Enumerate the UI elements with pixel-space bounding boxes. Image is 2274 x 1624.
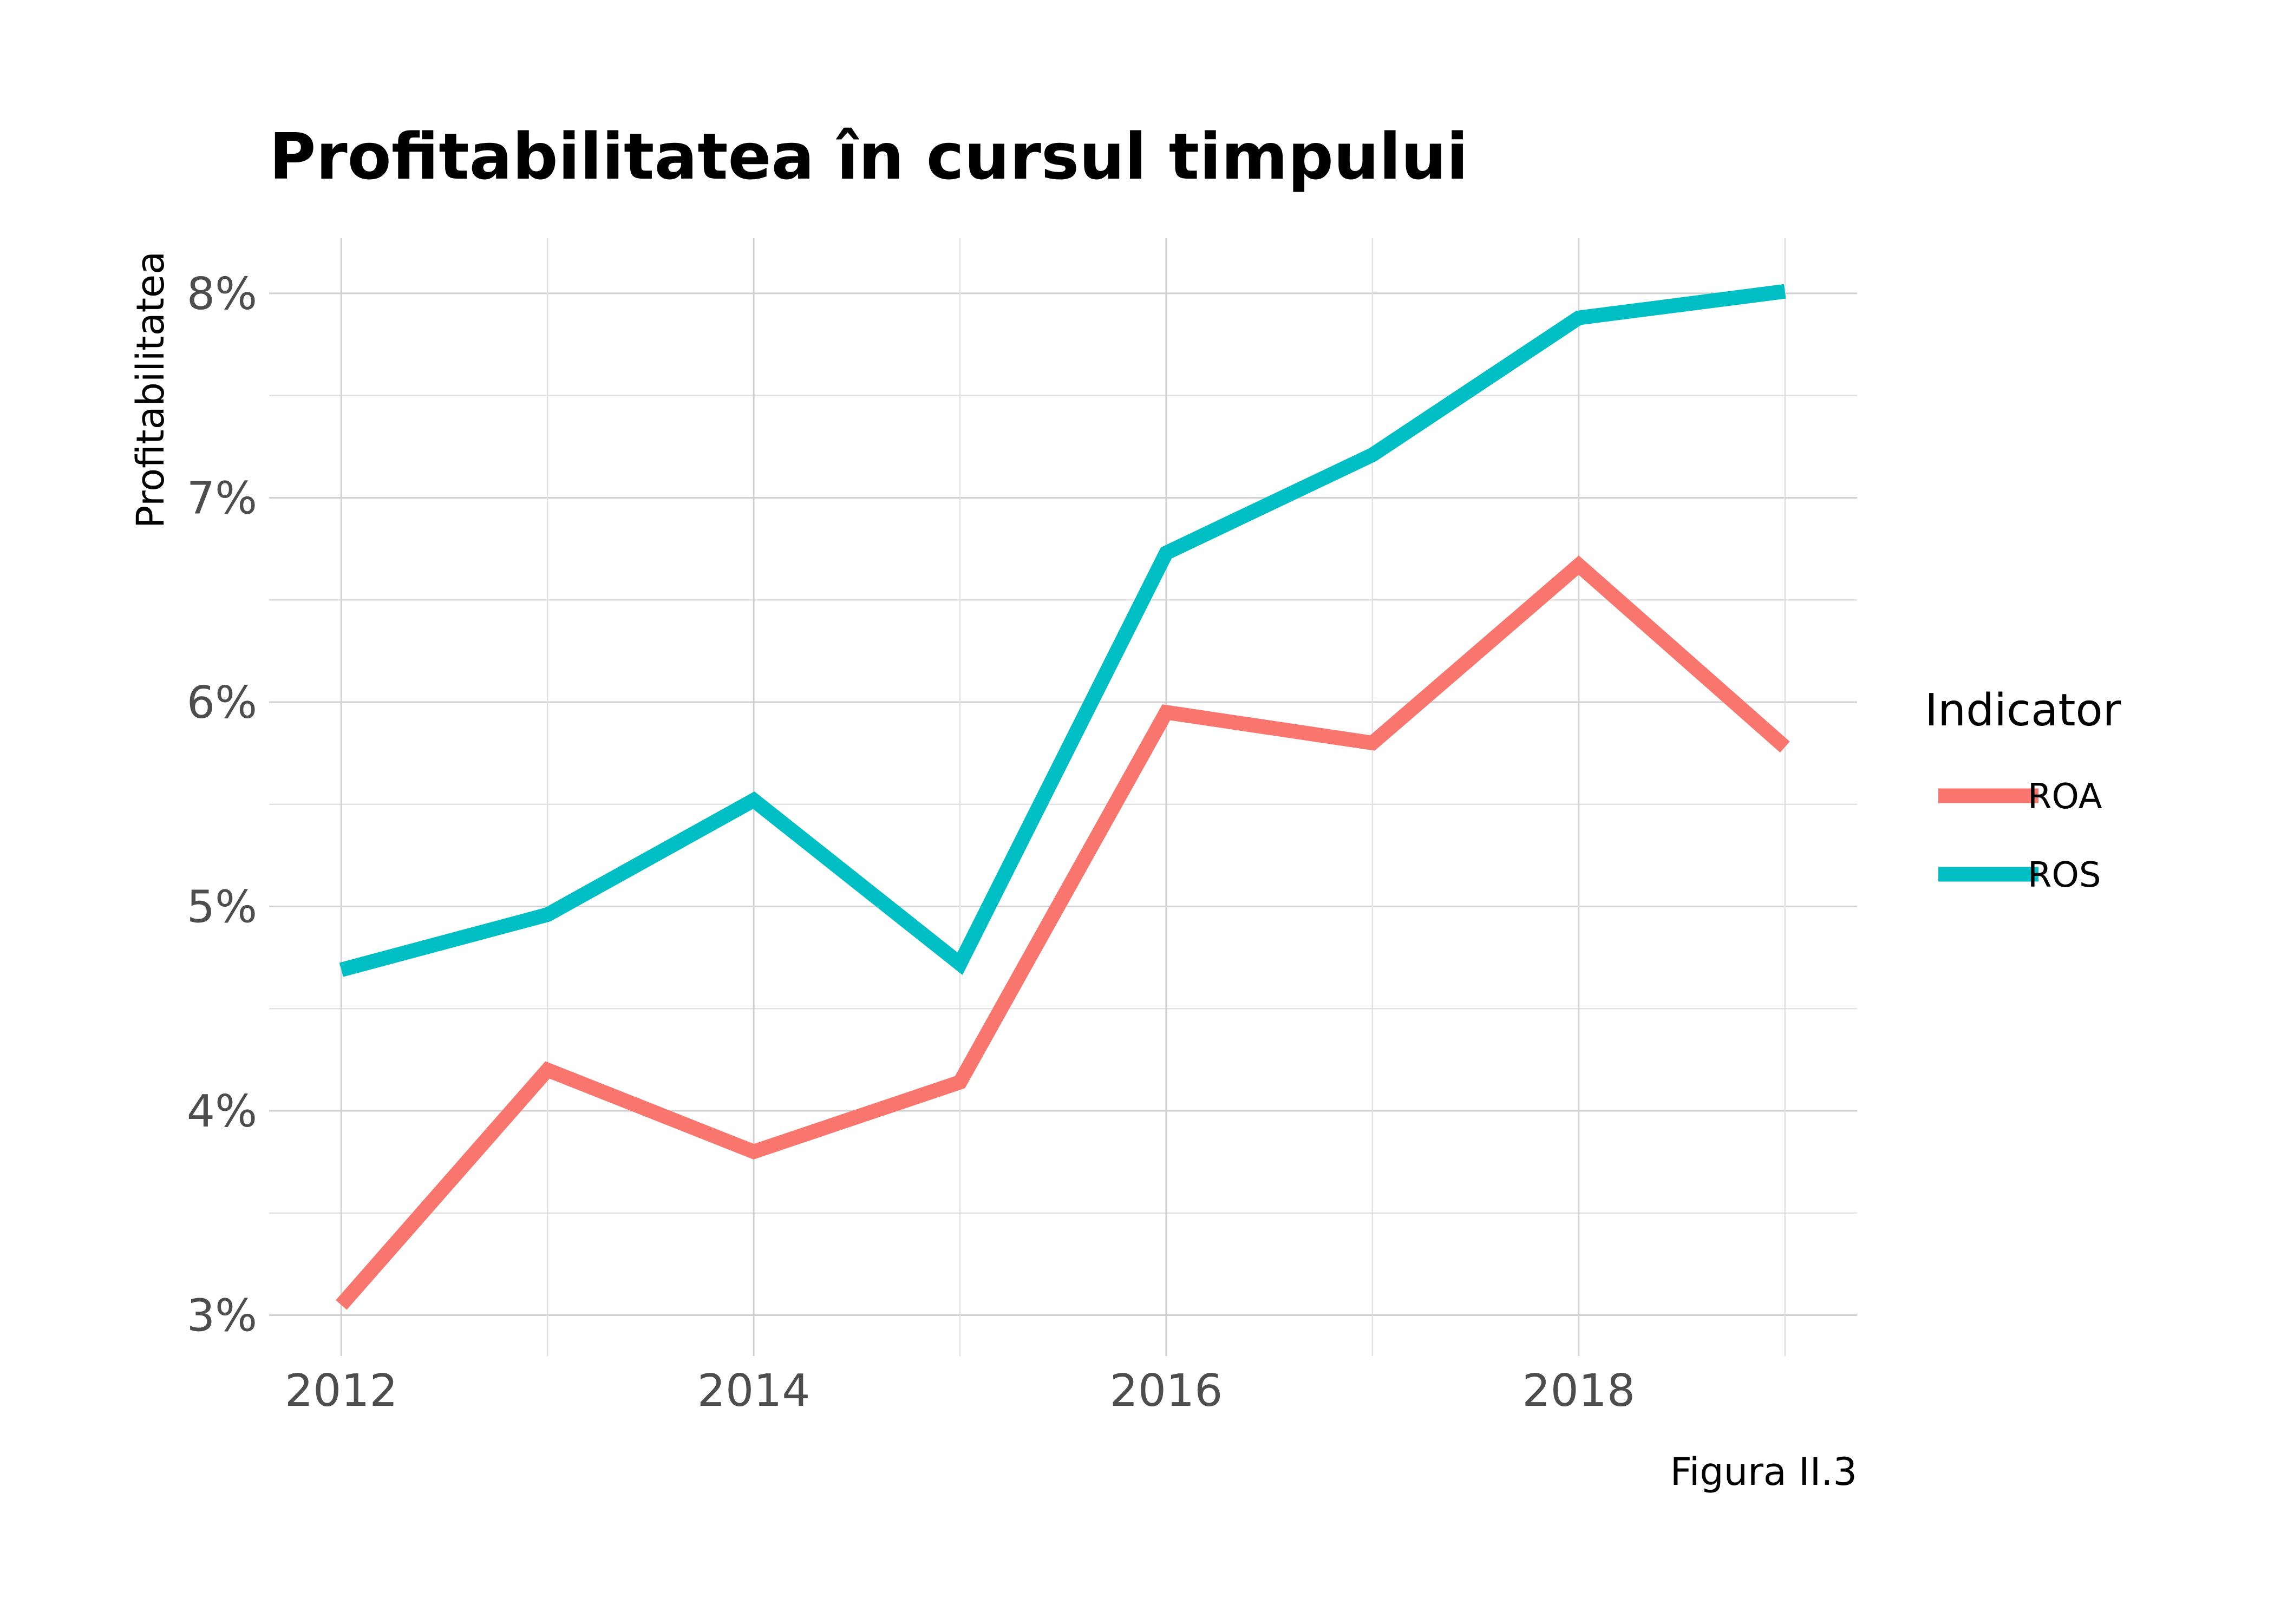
- y-axis-title: Profitabilitatea: [128, 251, 173, 528]
- chart-title: Profitabilitatea în cursul timpului: [269, 119, 1468, 194]
- y-tick-label: 8%: [187, 269, 257, 320]
- x-tick-label: 2012: [285, 1365, 398, 1417]
- legend-label-roa: ROA: [2028, 777, 2102, 817]
- legend-title: Indicator: [1925, 685, 2121, 736]
- figure-caption: Figura II.3: [1670, 1450, 1857, 1494]
- x-tick-label: 2014: [697, 1365, 811, 1417]
- series-line-ros: [339, 284, 1786, 977]
- legend-label-ros: ROS: [2028, 855, 2101, 895]
- y-tick-label: 6%: [187, 677, 257, 729]
- series-line-roa: [336, 555, 1790, 1310]
- y-tick-label: 3%: [187, 1290, 257, 1341]
- x-axis-ticks: 2012 2014 2016 2018: [285, 1365, 1635, 1417]
- y-tick-label: 7%: [187, 473, 257, 524]
- legend: ROA ROS: [1938, 777, 2102, 895]
- y-tick-label: 5%: [187, 881, 257, 933]
- x-tick-label: 2016: [1110, 1365, 1223, 1417]
- series-lines: [336, 284, 1790, 1310]
- y-tick-label: 4%: [187, 1086, 257, 1137]
- y-axis-ticks: 3% 4% 5% 6% 7% 8%: [187, 269, 257, 1342]
- x-tick-label: 2018: [1522, 1365, 1635, 1417]
- gridlines: [269, 238, 1857, 1356]
